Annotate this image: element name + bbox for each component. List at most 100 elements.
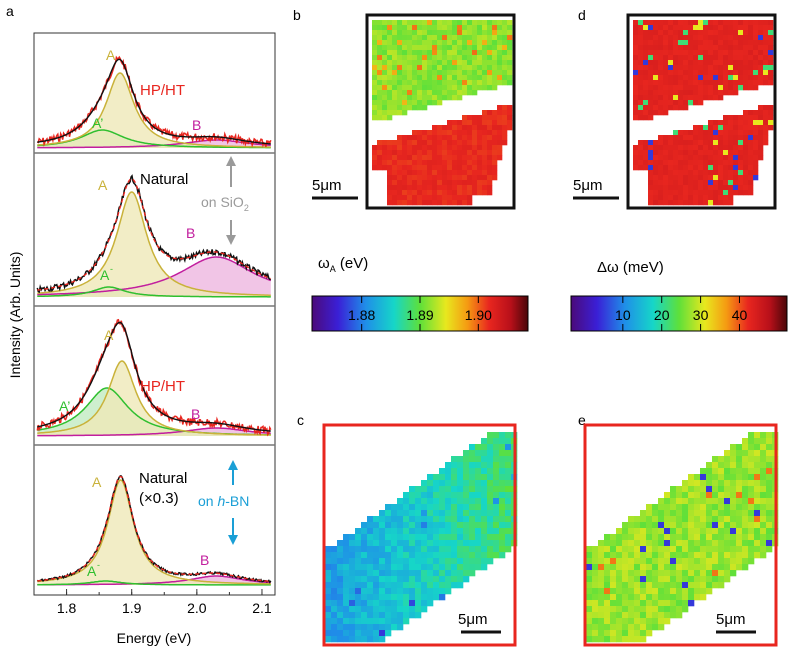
map-pixel <box>492 50 498 56</box>
map-pixel <box>445 510 452 517</box>
map-pixel <box>355 528 362 535</box>
map-pixel <box>507 35 513 41</box>
map-pixel <box>402 135 408 141</box>
map-pixel <box>397 60 403 66</box>
map-pixel <box>402 185 408 191</box>
map-pixel <box>421 498 428 505</box>
map-pixel <box>698 195 704 201</box>
map-pixel <box>487 125 493 131</box>
map-pixel <box>412 145 418 151</box>
map-pixel <box>412 160 418 166</box>
map-pixel <box>361 534 368 541</box>
map-pixel <box>736 564 743 571</box>
map-pixel <box>718 190 724 196</box>
map-pixel <box>724 576 731 583</box>
map-pixel <box>592 624 599 631</box>
map-pixel <box>753 130 759 136</box>
map-pixel <box>586 588 593 595</box>
map-pixel <box>407 25 413 31</box>
map-pixel <box>402 65 408 71</box>
map-pixel <box>507 45 513 51</box>
map-pixel <box>447 170 453 176</box>
map-pixel <box>743 120 749 126</box>
map-pixel <box>482 65 488 71</box>
map-pixel <box>403 582 410 589</box>
map-pixel <box>682 504 689 511</box>
map-pixel <box>497 70 503 76</box>
map-pixel <box>604 546 611 553</box>
map-pixel <box>452 90 458 96</box>
map-pixel <box>373 624 380 631</box>
map-pixel <box>497 105 503 111</box>
map-pixel <box>397 200 403 206</box>
map-pixel <box>372 90 378 96</box>
map-pixel <box>397 50 403 56</box>
map-pixel <box>663 110 669 116</box>
map-pixel <box>748 468 755 475</box>
map-pixel <box>738 125 744 131</box>
map-pixel <box>676 540 683 547</box>
map-pixel <box>713 165 719 171</box>
map-pixel <box>343 582 350 589</box>
map-pixel <box>482 130 488 136</box>
map-pixel <box>724 522 731 529</box>
map-pixel <box>663 65 669 71</box>
map-pixel <box>412 150 418 156</box>
map-pixel <box>391 582 398 589</box>
map-pixel <box>663 145 669 151</box>
map-pixel <box>628 564 635 571</box>
map-pixel <box>638 145 644 151</box>
map-pixel <box>663 100 669 106</box>
map-pixel <box>736 486 743 493</box>
map-pixel <box>683 195 689 201</box>
map-pixel <box>415 522 422 529</box>
map-pixel <box>730 474 737 481</box>
map-pixel <box>482 125 488 131</box>
map-pixel <box>718 130 724 136</box>
map-pixel <box>718 55 724 61</box>
map-pixel <box>668 150 674 156</box>
map-pixel <box>663 135 669 141</box>
map-pixel <box>673 140 679 146</box>
map-pixel <box>447 135 453 141</box>
map-pixel <box>712 534 719 541</box>
map-pixel <box>668 200 674 206</box>
map-pixel <box>457 40 463 46</box>
map-pixel <box>718 80 724 86</box>
map-pixel <box>688 498 695 505</box>
map-pixel <box>343 630 350 637</box>
map-pixel <box>385 606 392 613</box>
map-pixel <box>763 80 769 86</box>
map-pixel <box>422 180 428 186</box>
map-pixel <box>409 486 416 493</box>
map-pixel <box>387 115 393 121</box>
map-pixel <box>653 180 659 186</box>
map-pixel <box>437 30 443 36</box>
map-pixel <box>652 528 659 535</box>
map-pixel <box>736 528 743 535</box>
map-pixel <box>457 582 464 589</box>
map-pixel <box>463 564 470 571</box>
map-pixel <box>417 70 423 76</box>
map-pixel <box>463 510 470 517</box>
map-pixel <box>604 612 611 619</box>
map-pixel <box>502 60 508 66</box>
map-pixel <box>467 155 473 161</box>
map-pixel <box>763 110 769 116</box>
map-pixel <box>622 576 629 583</box>
map-pixel <box>481 540 488 547</box>
map-pixel <box>682 564 689 571</box>
map-pixel <box>493 498 500 505</box>
map-pixel <box>668 40 674 46</box>
map-pixel <box>481 546 488 553</box>
map-pixel <box>678 185 684 191</box>
map-pixel <box>402 60 408 66</box>
map-pixel <box>505 498 512 505</box>
map-pixel <box>439 510 446 517</box>
map-pixel <box>758 65 764 71</box>
map-pixel <box>638 115 644 121</box>
map-pixel <box>452 120 458 126</box>
map-pixel <box>658 606 665 613</box>
map-pixel <box>457 190 463 196</box>
map-pixel <box>676 546 683 553</box>
